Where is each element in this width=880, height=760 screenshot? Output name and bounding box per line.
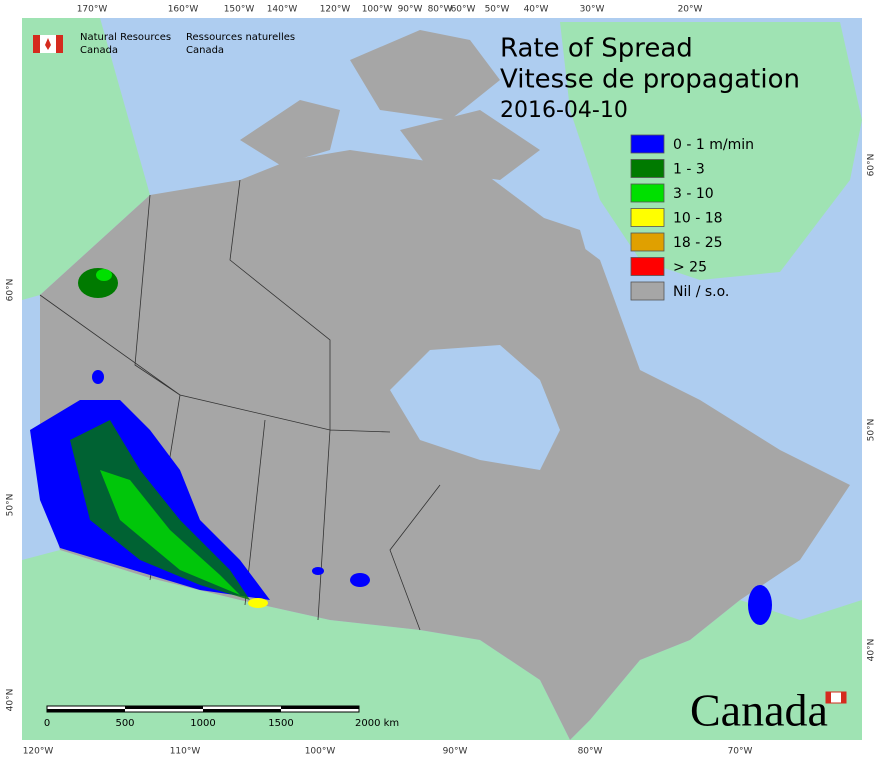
agency-en: Natural Resources xyxy=(80,32,171,43)
legend-label: Nil / s.o. xyxy=(673,284,729,300)
graticule-label: 70°W xyxy=(728,747,753,757)
graticule-label: 40°W xyxy=(524,5,549,15)
scale-label: 2000 km xyxy=(355,718,399,729)
title: Rate of Spread xyxy=(500,34,693,64)
flag xyxy=(56,35,63,53)
graticule-label: 30°W xyxy=(580,5,605,15)
graticule-label: 60°N xyxy=(6,279,16,302)
scale-label: 1000 xyxy=(190,718,215,729)
scale-label: 1500 xyxy=(268,718,293,729)
fire-area xyxy=(350,573,370,587)
fire-area xyxy=(96,269,112,281)
graticule-label: 60°W xyxy=(451,5,476,15)
legend-swatch xyxy=(630,134,665,154)
date: 2016-04-10 xyxy=(500,98,628,123)
agency-fr: Ressources naturelles xyxy=(186,32,295,43)
legend-label: > 25 xyxy=(673,260,707,276)
wordmark: Canada xyxy=(690,685,828,736)
fire-area xyxy=(312,567,324,575)
graticule-label: 120°W xyxy=(320,5,351,15)
flag xyxy=(33,35,40,53)
graticule: 170°W 160°W 150°W 140°W 120°W 100°W 90°W 80°W60… xyxy=(6,5,877,757)
legend-label: 0 - 1 m/min xyxy=(673,137,754,153)
graticule-label: 110°W xyxy=(170,747,201,757)
legend-swatch xyxy=(630,232,665,252)
graticule-label: 20°W xyxy=(678,5,703,15)
scale-label: 0 xyxy=(44,718,50,729)
graticule-label: 60°N xyxy=(867,154,877,177)
scale-labels: 0 500 1000 1500 2000 km xyxy=(44,718,399,729)
scale-label: 500 xyxy=(115,718,134,729)
graticule-label: 80°W xyxy=(428,5,453,15)
wordmark-flag xyxy=(841,692,846,703)
fire-area xyxy=(248,598,268,608)
legend-label: 3 - 10 xyxy=(673,186,714,202)
legend: 0 - 1 m/min 1 - 3 3 - 10 10 - 18 18 - 25 > 25… xyxy=(630,134,754,301)
graticule-label: 150°W xyxy=(224,5,255,15)
graticule-label: 50°N xyxy=(6,494,16,517)
graticule-label: 40°N xyxy=(6,689,16,712)
legend-swatch xyxy=(630,183,665,203)
scale-bar-segment xyxy=(125,706,203,709)
legend-label: 10 - 18 xyxy=(673,211,723,227)
graticule-label: 90°W xyxy=(398,5,423,15)
usa xyxy=(22,550,862,740)
flag xyxy=(45,38,51,50)
scale-bar-segment xyxy=(203,709,281,712)
scale-bar xyxy=(46,705,360,713)
graticule-label: 170°W xyxy=(77,5,108,15)
legend-swatch xyxy=(630,159,665,178)
alaska xyxy=(22,18,150,300)
graticule-label: 160°W xyxy=(168,5,199,15)
graticule-label: 120°W xyxy=(23,747,54,757)
fire-area xyxy=(92,370,104,384)
legend-swatch xyxy=(630,257,665,276)
graticule-label: 90°W xyxy=(443,747,468,757)
agency-en: Canada xyxy=(80,45,118,56)
scale-bar-segment xyxy=(47,709,125,712)
island xyxy=(520,210,600,320)
island xyxy=(350,30,500,120)
legend-label: 18 - 25 xyxy=(673,235,723,251)
graticule-label: 140°W xyxy=(267,5,298,15)
graticule-label: 100°W xyxy=(362,5,393,15)
fire-area xyxy=(100,470,240,595)
scale-bar-segment xyxy=(281,706,359,709)
legend-swatch xyxy=(630,208,665,227)
title: Vitesse de propagation xyxy=(500,65,800,95)
graticule-label: 100°W xyxy=(305,747,336,757)
fire-area xyxy=(748,585,772,625)
graticule-label: 40°N xyxy=(867,639,877,662)
agency-fr: Canada xyxy=(186,45,224,56)
hudson-bay xyxy=(390,345,560,470)
island xyxy=(240,100,340,165)
island xyxy=(400,110,540,180)
graticule-label: 80°W xyxy=(578,747,603,757)
graticule-label: 50°W xyxy=(485,5,510,15)
wordmark-flag xyxy=(826,692,831,703)
fire-area xyxy=(70,420,250,600)
graticule-label: 50°N xyxy=(867,419,877,442)
legend-swatch xyxy=(630,281,665,301)
legend-label: 1 - 3 xyxy=(673,162,705,178)
